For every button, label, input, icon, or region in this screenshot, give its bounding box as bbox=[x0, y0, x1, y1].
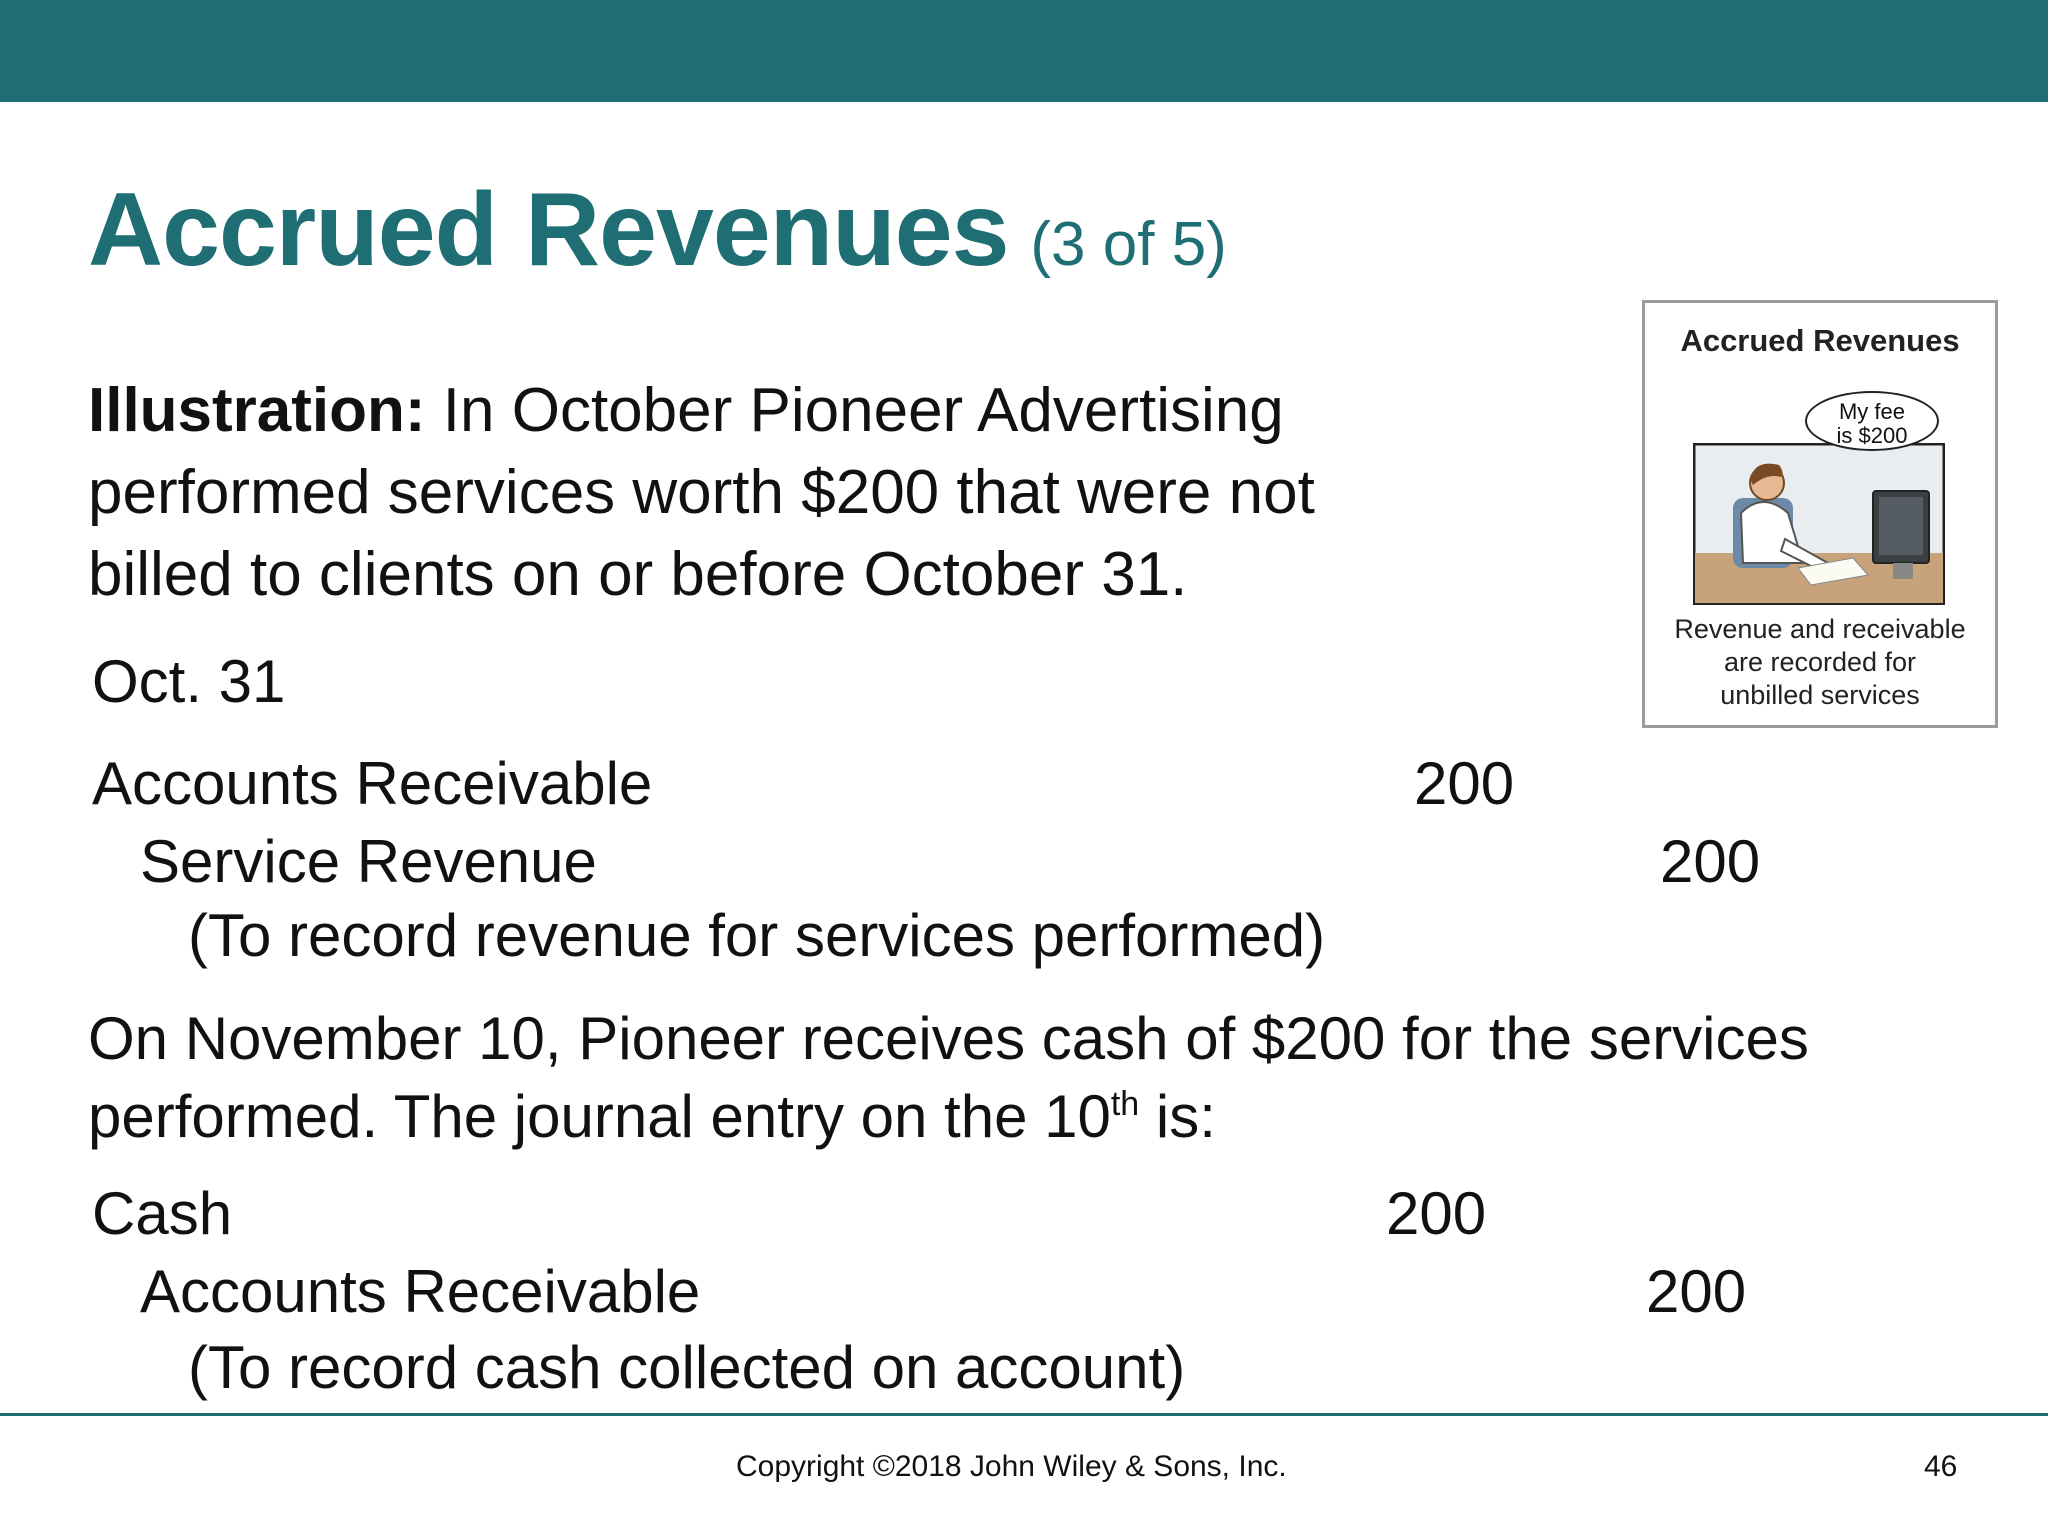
illustration-label: Illustration: bbox=[88, 376, 426, 445]
top-banner bbox=[0, 0, 2048, 102]
entry1-credit-account: Service Revenue bbox=[140, 828, 597, 895]
entry1-date: Oct. 31 bbox=[92, 648, 286, 715]
cartoon-caption: Revenue and receivable are recorded for … bbox=[1645, 613, 1995, 712]
entry1-debit-amount: 200 bbox=[1414, 750, 1515, 817]
entry1-debit-account: Accounts Receivable bbox=[92, 750, 653, 817]
speech-bubble: My fee is $200 bbox=[1805, 391, 1939, 451]
entry2-debit-amount: 200 bbox=[1386, 1180, 1487, 1247]
office-worker-illustration bbox=[1693, 443, 1945, 605]
page-number: 46 bbox=[1924, 1450, 1958, 1483]
paragraph-superscript: th bbox=[1110, 1085, 1140, 1123]
entry2-debit-account: Cash bbox=[92, 1180, 233, 1247]
paragraph-text: On November 10, Pioneer receives cash of… bbox=[88, 1005, 1809, 1150]
paragraph-text-end: is: bbox=[1139, 1083, 1216, 1150]
entry2-credit-account: Accounts Receivable bbox=[140, 1258, 701, 1325]
entry1-explanation: (To record revenue for services performe… bbox=[188, 902, 1326, 969]
caption-line1: Revenue and receivable bbox=[1674, 614, 1966, 644]
entry1-credit-amount: 200 bbox=[1660, 828, 1761, 895]
entry2-credit-amount: 200 bbox=[1646, 1258, 1747, 1325]
entry2-explanation: (To record cash collected on account) bbox=[188, 1334, 1186, 1401]
illustration-paragraph: Illustration: In October Pioneer Adverti… bbox=[88, 370, 1388, 616]
accrued-revenues-cartoon: Accrued Revenues My fee is $200 Revenue … bbox=[1642, 300, 1998, 728]
copyright-notice: Copyright ©2018 John Wiley & Sons, Inc. bbox=[736, 1450, 1287, 1483]
caption-line2: are recorded for bbox=[1723, 647, 1917, 677]
footer-divider bbox=[0, 1413, 2048, 1416]
title-main: Accrued Revenues bbox=[88, 172, 1009, 288]
bubble-line2: is $200 bbox=[1836, 423, 1908, 448]
cartoon-title: Accrued Revenues bbox=[1680, 323, 1960, 358]
caption-line3: unbilled services bbox=[1720, 680, 1920, 710]
page-title: Accrued Revenues (3 of 5) bbox=[88, 178, 1227, 282]
november-paragraph: On November 10, Pioneer receives cash of… bbox=[88, 1000, 1968, 1156]
title-suffix: (3 of 5) bbox=[1030, 210, 1227, 279]
bubble-line1: My fee bbox=[1838, 399, 1906, 424]
illustration-text: In October Pioneer Advertising performed… bbox=[88, 376, 1315, 609]
